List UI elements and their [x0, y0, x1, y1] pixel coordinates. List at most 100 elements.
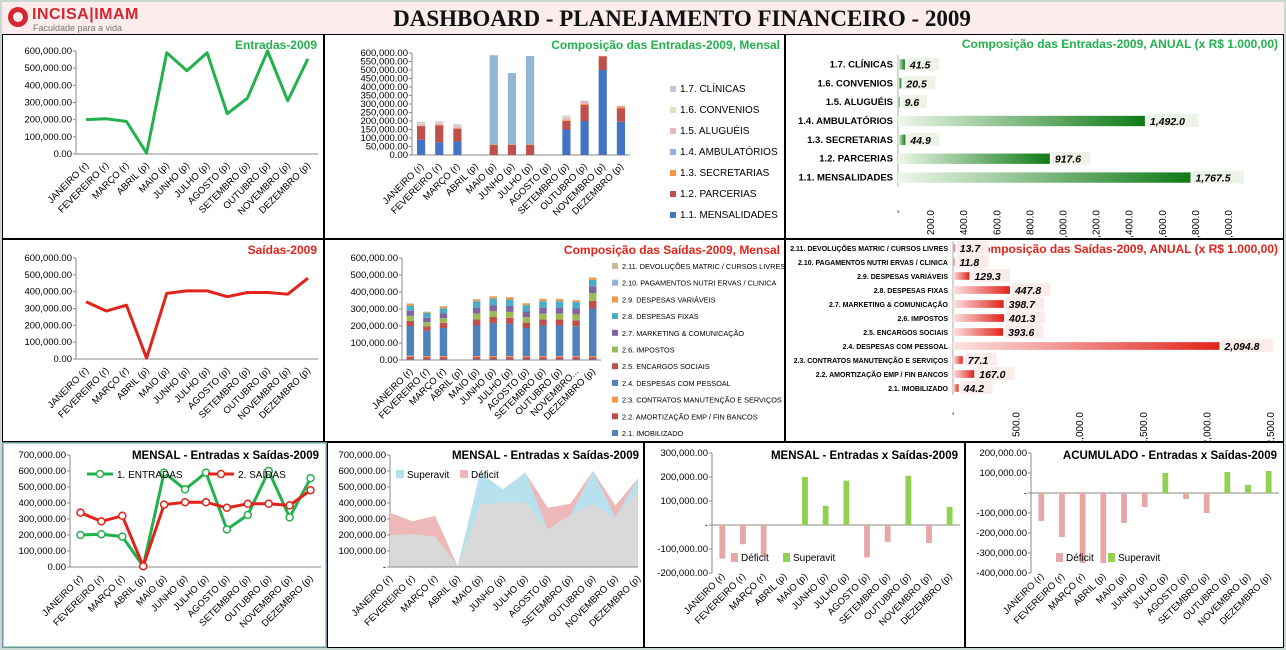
chart-mensal-saldo[interactable]: MENSAL - Entradas x Saídas-2009 -200,000.… — [644, 442, 965, 648]
comp_saidas-bar-segment — [406, 359, 415, 360]
comp_entradas-ytick: 100,000.00 — [360, 133, 408, 144]
mensal_lines-marker — [264, 466, 273, 476]
acumulado_saldo-ytick: -200,000.00 — [976, 528, 1027, 539]
comp_entradas-bar-segment — [616, 106, 626, 109]
chart-composicao-saidas-anual[interactable]: Composição das Saídas-2009, ANUAL (x R$ … — [785, 239, 1284, 442]
comp_entradas-ytick: 300,000.00 — [360, 99, 408, 110]
comp_saidas-legend-swatch — [612, 296, 618, 303]
comp_saidas-legend-swatch — [612, 313, 618, 320]
comp_saidas-bar-segment — [588, 308, 597, 357]
mensal_lines-marker — [285, 501, 294, 510]
comp_saidas_anual-value-label: 447.8 — [1014, 285, 1041, 297]
mensal_lines-ytick: 400,000.00 — [18, 498, 66, 509]
comp_saidas_anual-value-label-bg — [964, 353, 997, 366]
chart-composicao-entradas-mensal[interactable]: Composição das Entradas-2009, Mensal 0.00… — [324, 34, 785, 239]
mensal_lines-marker — [159, 500, 169, 509]
mensal_saldo-svg: MENSAL - Entradas x Saídas-2009-200,000.… — [657, 448, 960, 628]
comp_saidas-bar-segment — [439, 356, 448, 358]
comp_saidas-bar-segment — [539, 356, 547, 358]
chart-composicao-entradas-anual[interactable]: Composição das Entradas-2009, ANUAL (x R… — [785, 34, 1284, 239]
comp_saidas_anual-value-label-bg — [956, 241, 989, 254]
comp_saidas-bar-segment — [572, 357, 580, 360]
comp_saidas-bar-segment — [588, 279, 597, 287]
mensal_lines-marker — [97, 517, 106, 526]
comp_saidas-legend-label: 2.4. DESPESAS COM PESSOAL — [622, 379, 731, 388]
comp_entradas_anual-category-label: 1.1. MENSALIDADES — [799, 173, 894, 184]
mensal_saldo-ytick: 100,000.00 — [660, 496, 708, 507]
comp_saidas_anual-value-label: 398.7 — [1009, 299, 1036, 311]
comp_saidas-bar-segment — [522, 305, 531, 312]
comp_saidas-bar-segment — [472, 325, 481, 357]
comp_saidas-bar-segment — [588, 357, 597, 360]
comp_saidas-bar-segment — [472, 299, 481, 302]
comp_saidas-bar-segment — [539, 359, 547, 360]
acumulado_saldo-legend-swatch — [1108, 553, 1115, 562]
acumulado_saldo-bar — [1224, 472, 1231, 493]
comp_entradas_anual-bar — [898, 134, 906, 146]
comp_entradas-bar-segment — [580, 101, 589, 104]
mensal_area-ytick: 600,000.00 — [338, 466, 386, 477]
comp_saidas-ytick: 300,000.00 — [350, 304, 398, 315]
comp_saidas_anual-category-label: 2.6. IMPOSTOS — [898, 316, 949, 323]
comp_entradas_anual-value-label-bg — [906, 57, 939, 71]
comp_entradas-ytick: 600,000.00 — [360, 48, 408, 59]
mensal_lines-ytick: 700,000.00 — [18, 450, 66, 461]
comp_saidas-bar-segment — [489, 298, 497, 306]
mensal_lines-marker — [76, 530, 85, 540]
mensal_lines-marker — [118, 532, 127, 541]
comp_saidas_anual-value-label-bg — [1011, 283, 1051, 296]
comp_saidas-bar-segment — [572, 308, 580, 315]
comp_entradas_anual-value-label: 917.6 — [1055, 154, 1081, 166]
chart-mensal-entradas-saidas-linhas[interactable]: MENSAL - Entradas x Saídas-2009 0.00 100,0… — [2, 442, 327, 648]
mensal_saldo-bar — [822, 505, 829, 525]
acumulado_saldo-bar — [1162, 473, 1169, 493]
comp_saidas-bar-segment — [489, 322, 497, 357]
comp_saidas-bar-segment — [572, 314, 580, 321]
chart-saidas[interactable]: Saídas-2009 0.00 100,000.00 200,000.00 300,0… — [2, 239, 324, 442]
chart-entradas[interactable]: Entradas-2009 0.00 100,000.00 200,000.00 300… — [2, 34, 324, 239]
comp_saidas-bar-segment — [522, 359, 531, 360]
comp_entradas_anual-xtick: 1,600.0 — [1158, 210, 1169, 238]
comp_saidas-bar-segment — [423, 359, 431, 360]
comp_saidas_anual-title: Composição das Saídas-2009, ANUAL (x R$ … — [975, 242, 1278, 256]
entradas-svg: Entradas-2009 0.00 100,000.00 200,000.00 300… — [24, 38, 318, 217]
comp_entradas-legend-swatch — [670, 107, 676, 113]
mensal_saldo-bar — [802, 477, 808, 525]
comp_saidas-bar-segment — [588, 286, 597, 294]
comp_entradas-legend-swatch — [670, 191, 676, 197]
comp_saidas_anual-xtick: - — [948, 412, 959, 415]
comp_saidas-bar-segment — [489, 305, 497, 312]
comp_saidas-bar-segment — [472, 319, 481, 326]
comp_saidas-bar-segment — [423, 357, 431, 360]
mensal_saldo-ytick: -100,000.00 — [657, 544, 708, 555]
comp_saidas-bar-segment — [423, 322, 431, 327]
comp_entradas_anual-svg: Composição das Entradas-2009, ANUAL (x R… — [798, 37, 1278, 238]
saidas-title: Saídas-2009 — [248, 243, 318, 257]
acumulado_saldo-title: ACUMULADO - Entradas x Saídas-2009 — [1063, 450, 1277, 462]
chart-composicao-saidas-mensal[interactable]: Composição das Saídas-2009, Mensal 0.00 10… — [324, 239, 785, 442]
comp_saidas-bar-segment — [472, 307, 481, 314]
comp_entradas-bar-segment — [453, 124, 462, 126]
comp_entradas-bar-segment — [562, 117, 571, 121]
mensal_lines-ytick: 0.00 — [48, 562, 67, 573]
comp_saidas-legend-label: 2.11. DEVOLUÇÕES MATRIC / CURSOS LIVRES — [622, 262, 784, 271]
comp_entradas-legend-label: 1.3. SECRETARIAS — [680, 168, 770, 179]
comp_saidas-bar-segment — [572, 359, 580, 360]
comp_saidas_anual-xtick: 2,000.0 — [1202, 412, 1213, 441]
comp_saidas-bar-segment — [423, 312, 431, 318]
comp_saidas-bar-segment — [539, 307, 547, 314]
comp_saidas-bar-segment — [423, 330, 431, 357]
comp_saidas_anual-bar — [953, 300, 1004, 308]
comp_saidas-bar-segment — [522, 322, 531, 329]
comp_entradas_anual-category-label: 1.3. SECRETARIAS — [807, 135, 893, 146]
acumulado_saldo-bar — [1245, 485, 1251, 493]
comp_saidas-bar-segment — [472, 357, 481, 360]
comp_saidas-bar-segment — [406, 303, 415, 306]
comp_saidas-bar-segment — [439, 322, 448, 329]
acumulado_saldo-bar — [1100, 493, 1107, 563]
chart-acumulado-saldo[interactable]: ACUMULADO - Entradas x Saídas-2009 -400,0… — [965, 442, 1284, 648]
chart-mensal-entradas-saidas-area[interactable]: MENSAL - Entradas x Saídas-2009 - 100,000.… — [327, 442, 644, 648]
comp_saidas_anual-bar — [953, 342, 1220, 350]
comp_entradas-bar-segment — [598, 56, 607, 70]
